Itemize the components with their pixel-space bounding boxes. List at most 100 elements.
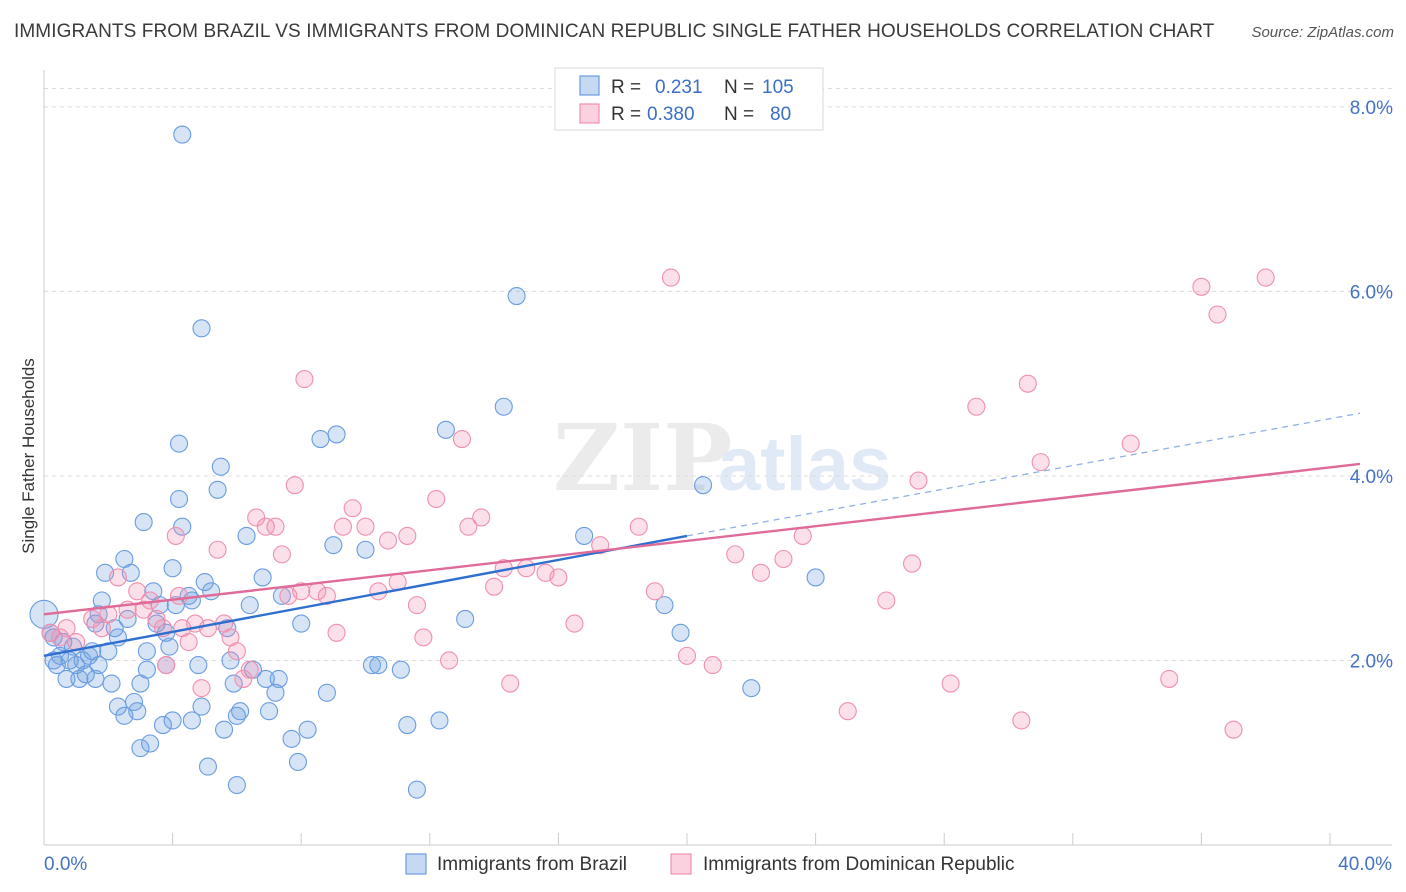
dominican-point [256, 517, 275, 536]
brazil-point [694, 476, 713, 495]
dominican-point [317, 586, 336, 605]
legend-swatch-brazil [579, 75, 600, 96]
trend-lines [43, 412, 1361, 658]
dominican-point [266, 517, 285, 536]
dominican-point [285, 476, 304, 495]
brazil-point [227, 775, 246, 795]
dominican-point [169, 586, 189, 605]
dominican-point [108, 568, 127, 587]
brazil-point [118, 609, 137, 629]
brazil-point [141, 734, 160, 753]
brazil-point [198, 757, 218, 776]
brazil-point [134, 513, 153, 532]
dominican-point [472, 508, 491, 527]
watermark-zip: ZIP [553, 404, 732, 512]
brazil-point [655, 596, 674, 615]
dominican-point [645, 582, 664, 601]
dominican-point [157, 656, 176, 675]
watermark-atlas: atlas [718, 422, 891, 507]
dominican-point [356, 517, 375, 536]
brazil-point [163, 559, 182, 578]
chart-source: Source: ZipAtlas.com [1251, 24, 1394, 41]
brazil-point [163, 711, 182, 730]
dominican-point [793, 526, 812, 545]
brazil-point [407, 780, 426, 799]
legend-n-label-dominican: N = [724, 104, 754, 125]
y-tick-label: 8.0% [1350, 98, 1393, 119]
dominican-point [677, 646, 697, 665]
y-axis-label: Single Father Households [19, 358, 38, 554]
dominican-point [57, 619, 76, 638]
dominican-point [549, 568, 568, 587]
dominican-point [629, 517, 648, 536]
dominican-point [1224, 720, 1243, 739]
brazil-point [70, 669, 89, 688]
dominican-point [1121, 434, 1140, 453]
brazil-point [266, 683, 285, 702]
dominican-point [208, 540, 227, 559]
dominican-point [941, 674, 960, 693]
dominican-point [166, 526, 185, 545]
brazil-point [282, 729, 301, 748]
brazil-point [76, 665, 95, 684]
legend-swatch-dominican [579, 103, 600, 124]
dominican-point [565, 614, 584, 633]
brazil-point [153, 716, 173, 735]
dominican-point [292, 582, 311, 601]
brazil-point [391, 660, 410, 679]
dominican-point [967, 397, 986, 416]
dominican-point [240, 660, 259, 679]
trend-line-dominican [43, 462, 1361, 616]
brazil-point [192, 319, 211, 338]
brazil-point [189, 656, 208, 675]
series-dominican-points [41, 268, 1275, 739]
dominican-point [227, 642, 246, 661]
x-axis-ticks: 0.0% 40.0% [43, 833, 1392, 875]
dominican-point [147, 609, 166, 629]
legend-n-value-dominican: 80 [770, 104, 791, 125]
y-tick-label: 6.0% [1350, 282, 1393, 303]
x-tick-label: 40.0% [1338, 854, 1392, 875]
brazil-point [160, 637, 179, 656]
brazil-point [137, 660, 156, 679]
legend-n-label-brazil: N = [724, 77, 754, 98]
brazil-point [102, 674, 121, 693]
brazil-point [311, 429, 330, 449]
brazil-point [89, 656, 108, 675]
legend-box [554, 67, 824, 131]
x-tick-label: 0.0% [44, 854, 87, 875]
brazil-point [259, 702, 279, 721]
brazil-point [575, 526, 594, 545]
brazil-point [494, 397, 513, 416]
bottom-legend-label-brazil: Immigrants from Brazil [437, 854, 627, 875]
dominican-point [902, 554, 922, 573]
dominican-point [198, 619, 218, 638]
legend-r-value-dominican: 0.380 [647, 104, 695, 125]
dominican-point [838, 702, 857, 721]
brazil-point [356, 540, 375, 559]
dominican-point [452, 429, 472, 449]
dominican-point [234, 669, 253, 688]
brazil-point [253, 568, 272, 587]
brazil-point [57, 669, 76, 688]
brazil-point [214, 720, 234, 739]
series-legend: Immigrants from Brazil Immigrants from D… [405, 853, 1015, 875]
bottom-legend-label-dominican: Immigrants from Dominican Republic [703, 854, 1015, 875]
dominican-point [398, 526, 417, 545]
dominican-point [1160, 669, 1179, 688]
chart-title: IMMIGRANTS FROM BRAZIL VS IMMIGRANTS FRO… [14, 21, 1215, 42]
brazil-point [288, 752, 308, 772]
trend-line-brazil [43, 534, 688, 658]
trend-line-brazil-extension [686, 412, 1361, 537]
legend-r-label-dominican: R = [611, 104, 641, 125]
watermark: ZIP atlas [553, 404, 891, 512]
legend-r-label-brazil: R = [611, 77, 641, 98]
dominican-point [501, 674, 520, 693]
dominican-point [192, 679, 211, 698]
brazil-point [89, 605, 108, 624]
dominican-point [414, 628, 433, 647]
brazil-point [173, 125, 192, 144]
brazil-point [507, 286, 526, 306]
brazil-point [237, 526, 256, 545]
